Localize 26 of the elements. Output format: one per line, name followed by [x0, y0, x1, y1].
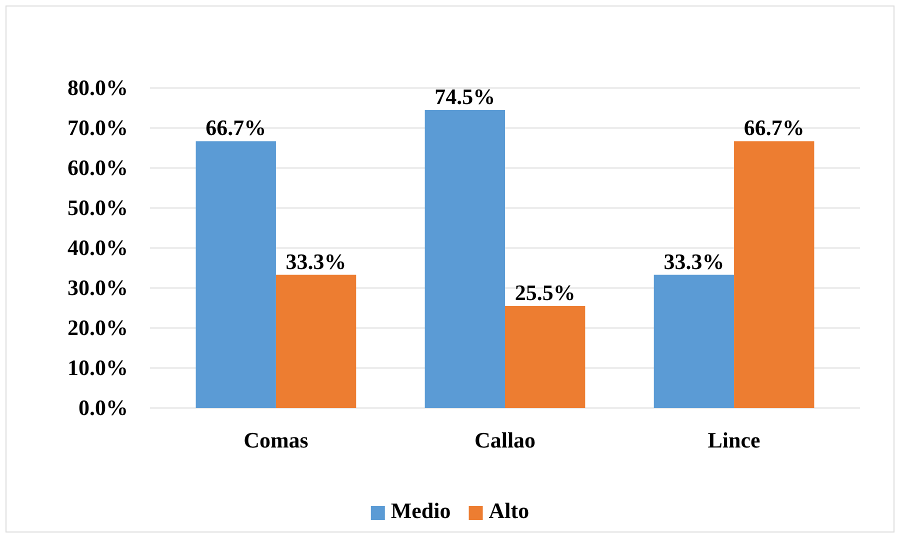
legend-label: Alto — [488, 498, 530, 523]
x-tick-label: Lince — [708, 428, 761, 453]
data-label: 66.7% — [206, 115, 266, 140]
y-tick-label: 60.0% — [68, 155, 128, 180]
y-tick-label: 70.0% — [68, 115, 128, 140]
bar — [424, 110, 505, 408]
bar — [654, 274, 734, 408]
data-label: 25.5% — [514, 280, 576, 305]
y-tick-label: 10.0% — [68, 355, 128, 380]
bar — [196, 141, 276, 408]
bar — [276, 274, 356, 408]
data-label: 74.5% — [434, 84, 496, 109]
data-label: 33.3% — [286, 248, 346, 274]
bar — [505, 306, 586, 408]
y-tick-label: 40.0% — [68, 235, 128, 260]
y-tick-label: 30.0% — [68, 275, 128, 300]
data-label: 66.7% — [744, 115, 804, 140]
bar — [734, 141, 814, 408]
x-tick-label: Comas — [244, 428, 309, 453]
y-tick-label: 0.0% — [78, 395, 128, 420]
y-tick-label: 20.0% — [68, 315, 128, 340]
y-tick-label: 80.0% — [68, 75, 128, 100]
y-tick-label: 50.0% — [68, 195, 128, 220]
x-tick-label: Callao — [474, 428, 536, 453]
data-label: 33.3% — [664, 248, 724, 274]
legend-label: Medio — [390, 498, 451, 523]
